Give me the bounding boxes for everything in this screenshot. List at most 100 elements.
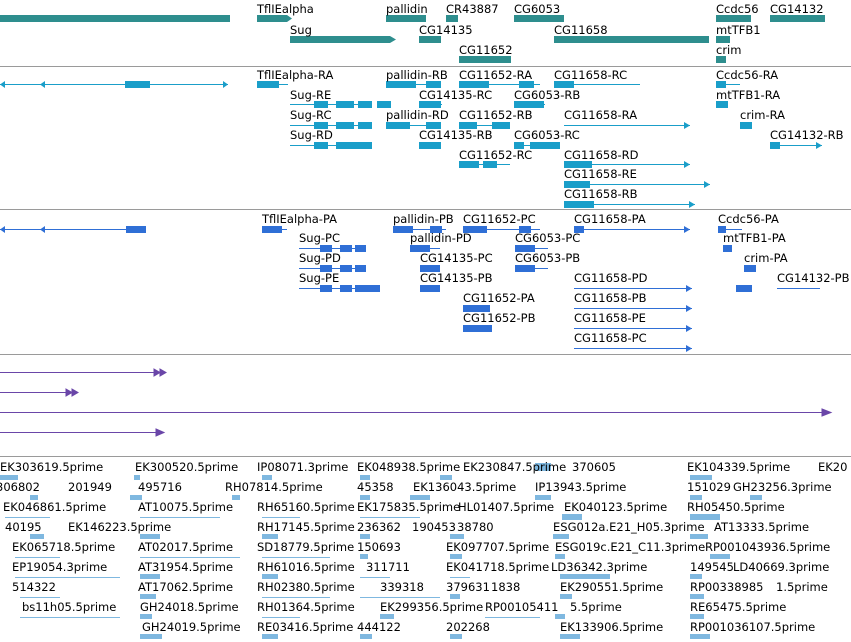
protein-label[interactable]: pallidin-PB bbox=[393, 212, 454, 226]
transcript-label[interactable]: pallidin-RD bbox=[386, 108, 449, 122]
protein-label[interactable]: CG11658-PB bbox=[574, 291, 647, 305]
est-label[interactable]: 514322 bbox=[12, 580, 56, 594]
transcript-label[interactable]: CG6053-RB bbox=[514, 88, 580, 102]
protein-label[interactable]: pallidin-PD bbox=[410, 231, 472, 245]
transcript-label[interactable]: crim-RA bbox=[740, 108, 785, 122]
transcript-label[interactable]: CG14132-RB bbox=[770, 128, 844, 142]
protein-label[interactable]: TflIEalpha-PA bbox=[261, 212, 337, 226]
est-label[interactable]: EK146223.5prime bbox=[68, 520, 171, 534]
est-label[interactable]: 150693 bbox=[357, 540, 401, 554]
est-label[interactable]: EK048938.5prime bbox=[357, 460, 460, 474]
est-label[interactable]: 236362 bbox=[357, 520, 401, 534]
est-label[interactable]: 444122 bbox=[357, 620, 401, 634]
est-label[interactable]: LD36342.3prime bbox=[551, 560, 647, 574]
gene-feature-CG11658[interactable] bbox=[554, 36, 709, 43]
est-label[interactable]: AT17062.5prime bbox=[138, 580, 233, 594]
est-label[interactable]: RP001043936.5prime bbox=[705, 540, 830, 554]
transcript-label[interactable]: mtTFB1-RA bbox=[716, 88, 780, 102]
est-label[interactable]: EK040123.5prime bbox=[564, 500, 667, 514]
est-label[interactable]: EK065718.5prime bbox=[12, 540, 115, 554]
est-label[interactable]: EK097707.5prime bbox=[446, 540, 549, 554]
est-label[interactable]: ESG012a.E21_H05.3prime bbox=[553, 520, 705, 534]
est-label[interactable]: 379631 bbox=[446, 580, 490, 594]
est-label[interactable]: RP00338985 bbox=[690, 580, 763, 594]
protein-label[interactable]: CG11658-PA bbox=[574, 212, 646, 226]
transcript-label[interactable]: CG11658-RB bbox=[564, 187, 638, 201]
gene-label[interactable]: mtTFB1 bbox=[716, 23, 761, 37]
est-label[interactable]: EK104339.5prime bbox=[687, 460, 790, 474]
est-label[interactable]: 1838 bbox=[491, 580, 520, 594]
est-label[interactable]: LD40669.3prime bbox=[733, 560, 829, 574]
est-label[interactable]: RH01364.5prime bbox=[257, 600, 355, 614]
protein-label[interactable]: CG11652-PC bbox=[463, 212, 536, 226]
transcript-label[interactable]: Sug-RC bbox=[290, 108, 332, 122]
est-label[interactable]: bs11h05.5prime bbox=[22, 600, 116, 614]
transcript-label[interactable]: Ccdc56-RA bbox=[716, 68, 778, 82]
gene-feature-CG11652[interactable] bbox=[459, 56, 511, 63]
protein-label[interactable]: Sug-PE bbox=[299, 271, 339, 285]
est-label[interactable]: 149545 bbox=[690, 560, 734, 574]
gene-feature-CG14132[interactable] bbox=[770, 15, 825, 22]
est-label[interactable]: 202268 bbox=[446, 620, 490, 634]
protein-label[interactable]: CG11652-PA bbox=[463, 291, 535, 305]
est-label[interactable]: EK041718.5prime bbox=[446, 560, 549, 574]
gene-feature-CG6053[interactable] bbox=[514, 15, 564, 22]
est-label[interactable]: EK303619.5prime bbox=[0, 460, 103, 474]
protein-label[interactable]: CG6053-PB bbox=[515, 251, 580, 265]
est-label[interactable]: IP13943.5prime bbox=[535, 480, 626, 494]
est-label[interactable]: 45358 bbox=[357, 480, 394, 494]
est-label[interactable]: RE03416.5prime bbox=[257, 620, 353, 634]
est-label[interactable]: RP00105411 bbox=[485, 600, 558, 614]
gene-label[interactable]: CR43887 bbox=[446, 2, 499, 16]
est-label[interactable]: EK175835.5prime bbox=[357, 500, 460, 514]
gene-feature-TflIEalpha[interactable] bbox=[257, 15, 287, 22]
est-label[interactable]: EK133906.5prime bbox=[560, 620, 663, 634]
est-label[interactable]: 306802 bbox=[0, 480, 40, 494]
est-label[interactable]: IP08071.3prime bbox=[257, 460, 348, 474]
est-label[interactable]: AT10075.5prime bbox=[138, 500, 233, 514]
transcript-label[interactable]: CG14135-RC bbox=[419, 88, 492, 102]
gene-label[interactable]: crim bbox=[716, 43, 741, 57]
transcript-label[interactable]: CG14135-RB bbox=[419, 128, 493, 142]
est-label[interactable]: EK046861.5prime bbox=[3, 500, 106, 514]
transcript-label[interactable]: CG11658-RD bbox=[564, 148, 639, 162]
est-label[interactable]: RE65475.5prime bbox=[690, 600, 786, 614]
transcript-label[interactable]: Sug-RE bbox=[290, 88, 331, 102]
est-label[interactable]: GH24018.5prime bbox=[140, 600, 239, 614]
gene-label[interactable]: pallidin bbox=[386, 2, 428, 16]
est-label[interactable]: RH02380.5prime bbox=[257, 580, 355, 594]
transcript-label[interactable]: CG11652-RB bbox=[459, 108, 533, 122]
transcript-label[interactable]: CG6053-RC bbox=[514, 128, 580, 142]
est-label[interactable]: AT31954.5prime bbox=[138, 560, 233, 574]
est-label[interactable]: 339318 bbox=[380, 580, 424, 594]
gene-label[interactable]: CG14135 bbox=[419, 23, 473, 37]
protein-label[interactable]: CG11658-PC bbox=[574, 331, 647, 345]
est-label[interactable]: RH17145.5prime bbox=[257, 520, 355, 534]
est-label[interactable]: SD18779.5prime bbox=[257, 540, 354, 554]
est-label[interactable]: 311711 bbox=[366, 560, 410, 574]
protein-label[interactable]: CG11658-PE bbox=[574, 311, 646, 325]
est-label[interactable]: 495716 bbox=[138, 480, 182, 494]
protein-label[interactable]: Sug-PC bbox=[299, 231, 340, 245]
gene-feature-CG14135[interactable] bbox=[419, 36, 441, 43]
gene-feature-CR43887[interactable] bbox=[446, 15, 458, 22]
est-label[interactable]: 40195 bbox=[5, 520, 42, 534]
transcript-label[interactable]: CG11652-RC bbox=[459, 148, 532, 162]
est-label[interactable]: AT02017.5prime bbox=[138, 540, 233, 554]
gene-feature-pallidin[interactable] bbox=[386, 15, 426, 22]
gene-label[interactable]: CG11658 bbox=[554, 23, 608, 37]
gene-feature-crim[interactable] bbox=[716, 56, 726, 63]
transcript-label[interactable]: CG11658-RA bbox=[564, 108, 637, 122]
transcript-label[interactable]: CG11658-RC bbox=[554, 68, 627, 82]
protein-label[interactable]: crim-PA bbox=[744, 251, 788, 265]
est-label[interactable]: GH23256.3prime bbox=[733, 480, 832, 494]
protein-label[interactable]: CG11658-PD bbox=[574, 271, 648, 285]
gene-label[interactable]: CG14132 bbox=[770, 2, 824, 16]
gene-label[interactable]: Sug bbox=[290, 23, 312, 37]
est-label[interactable]: 1.5prime bbox=[776, 580, 828, 594]
est-label[interactable]: RP001036107.5prime bbox=[690, 620, 815, 634]
protein-label[interactable]: CG11652-PB bbox=[463, 311, 536, 325]
gene-label[interactable]: TflIEalpha bbox=[256, 2, 314, 16]
est-label[interactable]: EK136043.5prime bbox=[413, 480, 516, 494]
transcript-label[interactable]: CG11652-RA bbox=[459, 68, 532, 82]
